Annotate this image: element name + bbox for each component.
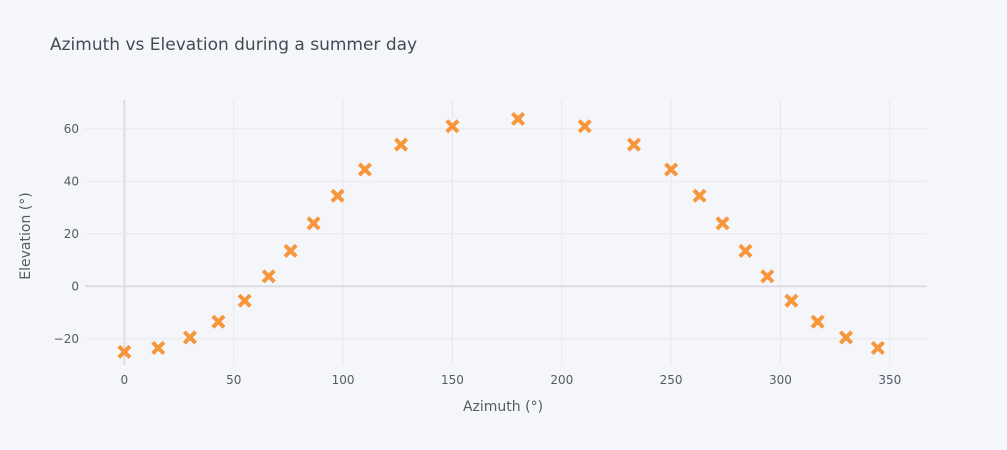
data-point[interactable] xyxy=(577,119,592,134)
data-point[interactable] xyxy=(393,137,409,152)
x-tick-label: 50 xyxy=(226,373,241,387)
x-tick-label: 300 xyxy=(769,373,792,387)
data-point[interactable] xyxy=(151,340,166,355)
data-point[interactable] xyxy=(692,188,707,203)
data-point[interactable] xyxy=(306,216,321,231)
data-point[interactable] xyxy=(870,340,885,355)
data-point[interactable] xyxy=(445,119,460,134)
data-point[interactable] xyxy=(784,293,799,308)
x-tick-label: 350 xyxy=(878,373,901,387)
data-point[interactable] xyxy=(760,269,775,284)
data-point[interactable] xyxy=(738,243,753,258)
y-tick-label: −20 xyxy=(54,332,79,346)
y-tick-label: 0 xyxy=(71,279,79,293)
y-tick-label: 60 xyxy=(64,122,79,136)
data-point[interactable] xyxy=(237,293,252,308)
data-point[interactable] xyxy=(715,216,730,231)
data-point[interactable] xyxy=(511,111,526,126)
data-point[interactable] xyxy=(211,314,226,329)
y-axis-title: Elevation (°) xyxy=(18,192,34,279)
data-point[interactable] xyxy=(810,314,825,329)
y-tick-label: 40 xyxy=(64,174,79,188)
data-point[interactable] xyxy=(839,330,854,345)
data-point[interactable] xyxy=(357,162,372,177)
chart-title: Azimuth vs Elevation during a summer day xyxy=(50,35,417,55)
x-tick-label: 0 xyxy=(121,373,129,387)
x-tick-label: 200 xyxy=(550,373,573,387)
x-axis-title: Azimuth (°) xyxy=(463,399,543,415)
x-axis-ticks: 0 50 100 150 200 250 300 350 xyxy=(121,373,902,387)
y-axis-ticks: −20 0 20 40 60 xyxy=(54,122,79,346)
data-point[interactable] xyxy=(664,162,679,177)
data-point[interactable] xyxy=(182,330,198,345)
data-point[interactable] xyxy=(626,137,641,152)
y-tick-label: 20 xyxy=(64,227,79,241)
data-point[interactable] xyxy=(283,243,298,258)
gridlines xyxy=(85,100,927,365)
x-tick-label: 100 xyxy=(332,373,355,387)
data-points xyxy=(117,111,885,359)
x-tick-label: 250 xyxy=(660,373,683,387)
data-point[interactable] xyxy=(330,188,345,203)
data-point[interactable] xyxy=(261,269,276,284)
data-point[interactable] xyxy=(117,344,132,359)
x-tick-label: 150 xyxy=(441,373,464,387)
